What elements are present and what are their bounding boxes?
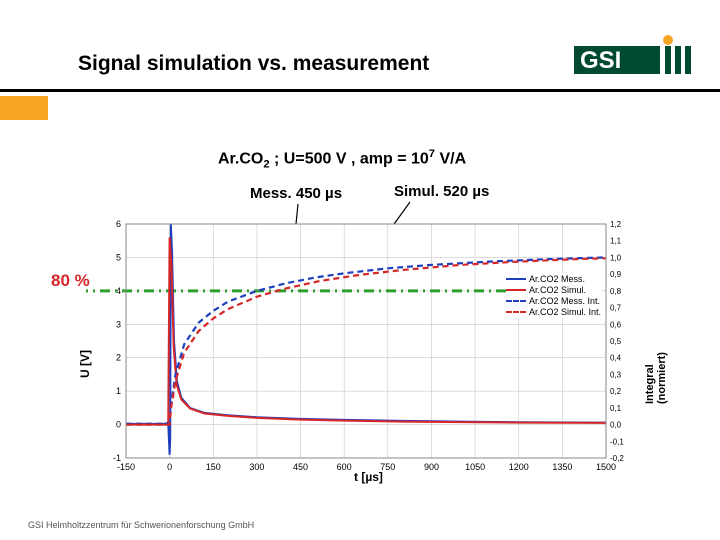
footer: GSI Helmholtzzentrum für Schwerionenfors… xyxy=(28,520,254,530)
svg-text:5: 5 xyxy=(116,252,121,262)
svg-text:0,5: 0,5 xyxy=(610,337,622,346)
svg-text:450: 450 xyxy=(293,462,308,472)
svg-text:0,6: 0,6 xyxy=(610,320,622,329)
svg-text:0,0: 0,0 xyxy=(610,421,622,430)
svg-text:600: 600 xyxy=(337,462,352,472)
svg-text:-1: -1 xyxy=(113,453,121,463)
svg-text:0,8: 0,8 xyxy=(610,287,622,296)
label-mess: Mess. 450 µs xyxy=(250,185,342,202)
svg-text:0: 0 xyxy=(167,462,172,472)
legend-label: Ar.CO2 Mess. Int. xyxy=(529,296,600,306)
svg-text:1,2: 1,2 xyxy=(610,220,622,229)
legend-label: Ar.CO2 Simul. xyxy=(529,285,586,295)
svg-text:1500: 1500 xyxy=(596,462,616,472)
svg-text:1200: 1200 xyxy=(509,462,529,472)
svg-text:6: 6 xyxy=(116,219,121,229)
parameters-line: Ar.CO2 ; U=500 V , amp = 107 V/A xyxy=(218,148,466,171)
legend: Ar.CO2 Mess.Ar.CO2 Simul.Ar.CO2 Mess. In… xyxy=(506,274,601,318)
svg-text:1050: 1050 xyxy=(465,462,485,472)
svg-text:900: 900 xyxy=(424,462,439,472)
svg-text:1,0: 1,0 xyxy=(610,253,622,262)
y-right-label: Integral (normiert) xyxy=(644,352,668,404)
svg-text:-0,1: -0,1 xyxy=(610,437,624,446)
legend-label: Ar.CO2 Simul. Int. xyxy=(529,307,601,317)
gsi-logo: GSI xyxy=(574,34,694,74)
legend-item: Ar.CO2 Mess. xyxy=(506,274,601,284)
legend-item: Ar.CO2 Simul. xyxy=(506,285,601,295)
legend-item: Ar.CO2 Mess. Int. xyxy=(506,296,601,306)
signal-chart: -15001503004506007509001050120013501500-… xyxy=(86,218,646,488)
svg-text:1,1: 1,1 xyxy=(610,237,622,246)
accent-block xyxy=(0,96,48,120)
label-simul: Simul. 520 µs xyxy=(394,183,489,200)
logo-text: GSI xyxy=(580,47,621,74)
svg-text:0,9: 0,9 xyxy=(610,270,622,279)
svg-text:1350: 1350 xyxy=(552,462,572,472)
svg-text:0,3: 0,3 xyxy=(610,370,622,379)
chart-svg: -15001503004506007509001050120013501500-… xyxy=(86,218,646,488)
svg-text:300: 300 xyxy=(249,462,264,472)
svg-text:3: 3 xyxy=(116,319,121,329)
svg-text:2: 2 xyxy=(116,353,121,363)
svg-text:0,7: 0,7 xyxy=(610,304,622,313)
svg-text:0,2: 0,2 xyxy=(610,387,622,396)
page-title: Signal simulation vs. measurement xyxy=(78,52,429,76)
x-label: t [µs] xyxy=(354,470,383,484)
header: Signal simulation vs. measurement GSI xyxy=(0,0,720,92)
y-left-label: U [V] xyxy=(78,350,92,378)
svg-text:150: 150 xyxy=(206,462,221,472)
svg-text:0: 0 xyxy=(116,420,121,430)
legend-label: Ar.CO2 Mess. xyxy=(529,274,585,284)
svg-text:-150: -150 xyxy=(117,462,135,472)
svg-text:-0,2: -0,2 xyxy=(610,454,624,463)
eighty-percent-label: 80 % xyxy=(51,271,90,291)
legend-item: Ar.CO2 Simul. Int. xyxy=(506,307,601,317)
svg-text:0,1: 0,1 xyxy=(610,404,622,413)
svg-text:1: 1 xyxy=(116,386,121,396)
svg-text:0,4: 0,4 xyxy=(610,354,622,363)
